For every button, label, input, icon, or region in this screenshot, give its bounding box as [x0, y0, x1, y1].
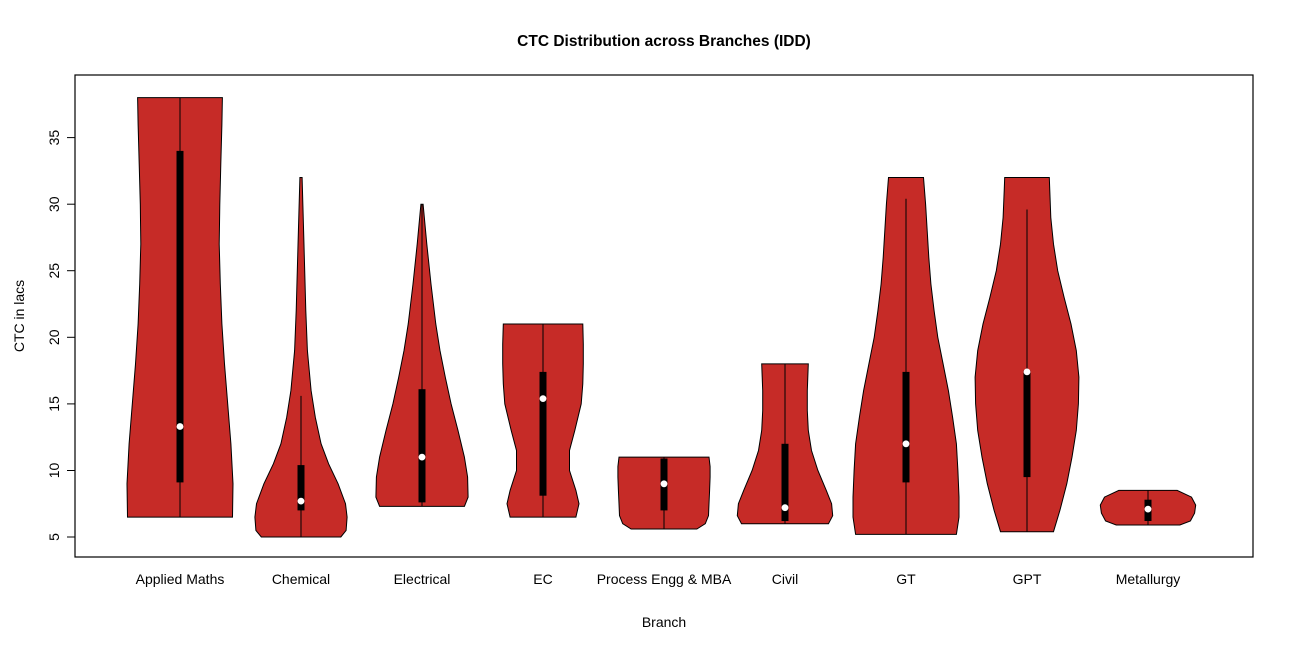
violin-group-applied-maths	[126, 97, 234, 518]
iqr-box	[1023, 370, 1031, 478]
iqr-box	[902, 371, 910, 483]
iqr-box	[176, 150, 184, 483]
x-tick-label: GPT	[1013, 571, 1042, 587]
iqr-box	[539, 371, 547, 496]
x-tick-label: EC	[533, 571, 552, 587]
violin-group-process-engg-mba	[617, 456, 711, 530]
violin-shape	[254, 177, 348, 538]
median-dot	[1023, 368, 1031, 376]
iqr-box	[781, 443, 789, 521]
violin-group-electrical	[375, 203, 469, 507]
median-dot	[1144, 505, 1152, 513]
iqr-box	[418, 389, 426, 503]
median-dot	[539, 395, 547, 402]
x-tick-label: Electrical	[394, 571, 451, 587]
y-tick-label: 15	[46, 396, 62, 412]
violin-group-chemical	[254, 177, 348, 538]
y-tick-label: 20	[46, 329, 62, 345]
x-tick-label: Applied Maths	[136, 571, 225, 587]
median-dot	[297, 497, 305, 505]
y-tick-label: 35	[46, 130, 62, 146]
chart-title: CTC Distribution across Branches (IDD)	[517, 33, 811, 50]
median-dot	[660, 480, 668, 488]
violin-group-gt	[852, 177, 960, 535]
iqr-box	[297, 465, 305, 511]
y-tick-label: 25	[46, 263, 62, 279]
violin-group-metallurgy	[1099, 489, 1197, 526]
x-tick-label: Process Engg & MBA	[597, 571, 732, 587]
median-dot	[418, 453, 426, 461]
violin-group-civil	[736, 363, 834, 525]
y-axis-title: CTC in lacs	[11, 280, 27, 352]
median-dot	[902, 440, 910, 448]
y-tick-label: 10	[46, 463, 62, 479]
violin-group-ec	[502, 323, 584, 518]
median-dot	[176, 423, 184, 430]
x-tick-label: GT	[896, 571, 916, 587]
chart-layer: Applied Maths Chemical Electrical EC Process…	[46, 74, 1254, 587]
x-axis-title: Branch	[642, 614, 686, 630]
y-tick-label: 30	[46, 196, 62, 212]
y-tick-label: 5	[46, 533, 62, 541]
x-tick-label: Chemical	[272, 571, 330, 587]
x-tick-label: Metallurgy	[1116, 571, 1181, 587]
plot-border	[74, 74, 1254, 558]
median-dot	[781, 504, 789, 512]
x-tick-label: Civil	[772, 571, 798, 587]
violin-group-gpt	[974, 177, 1080, 533]
